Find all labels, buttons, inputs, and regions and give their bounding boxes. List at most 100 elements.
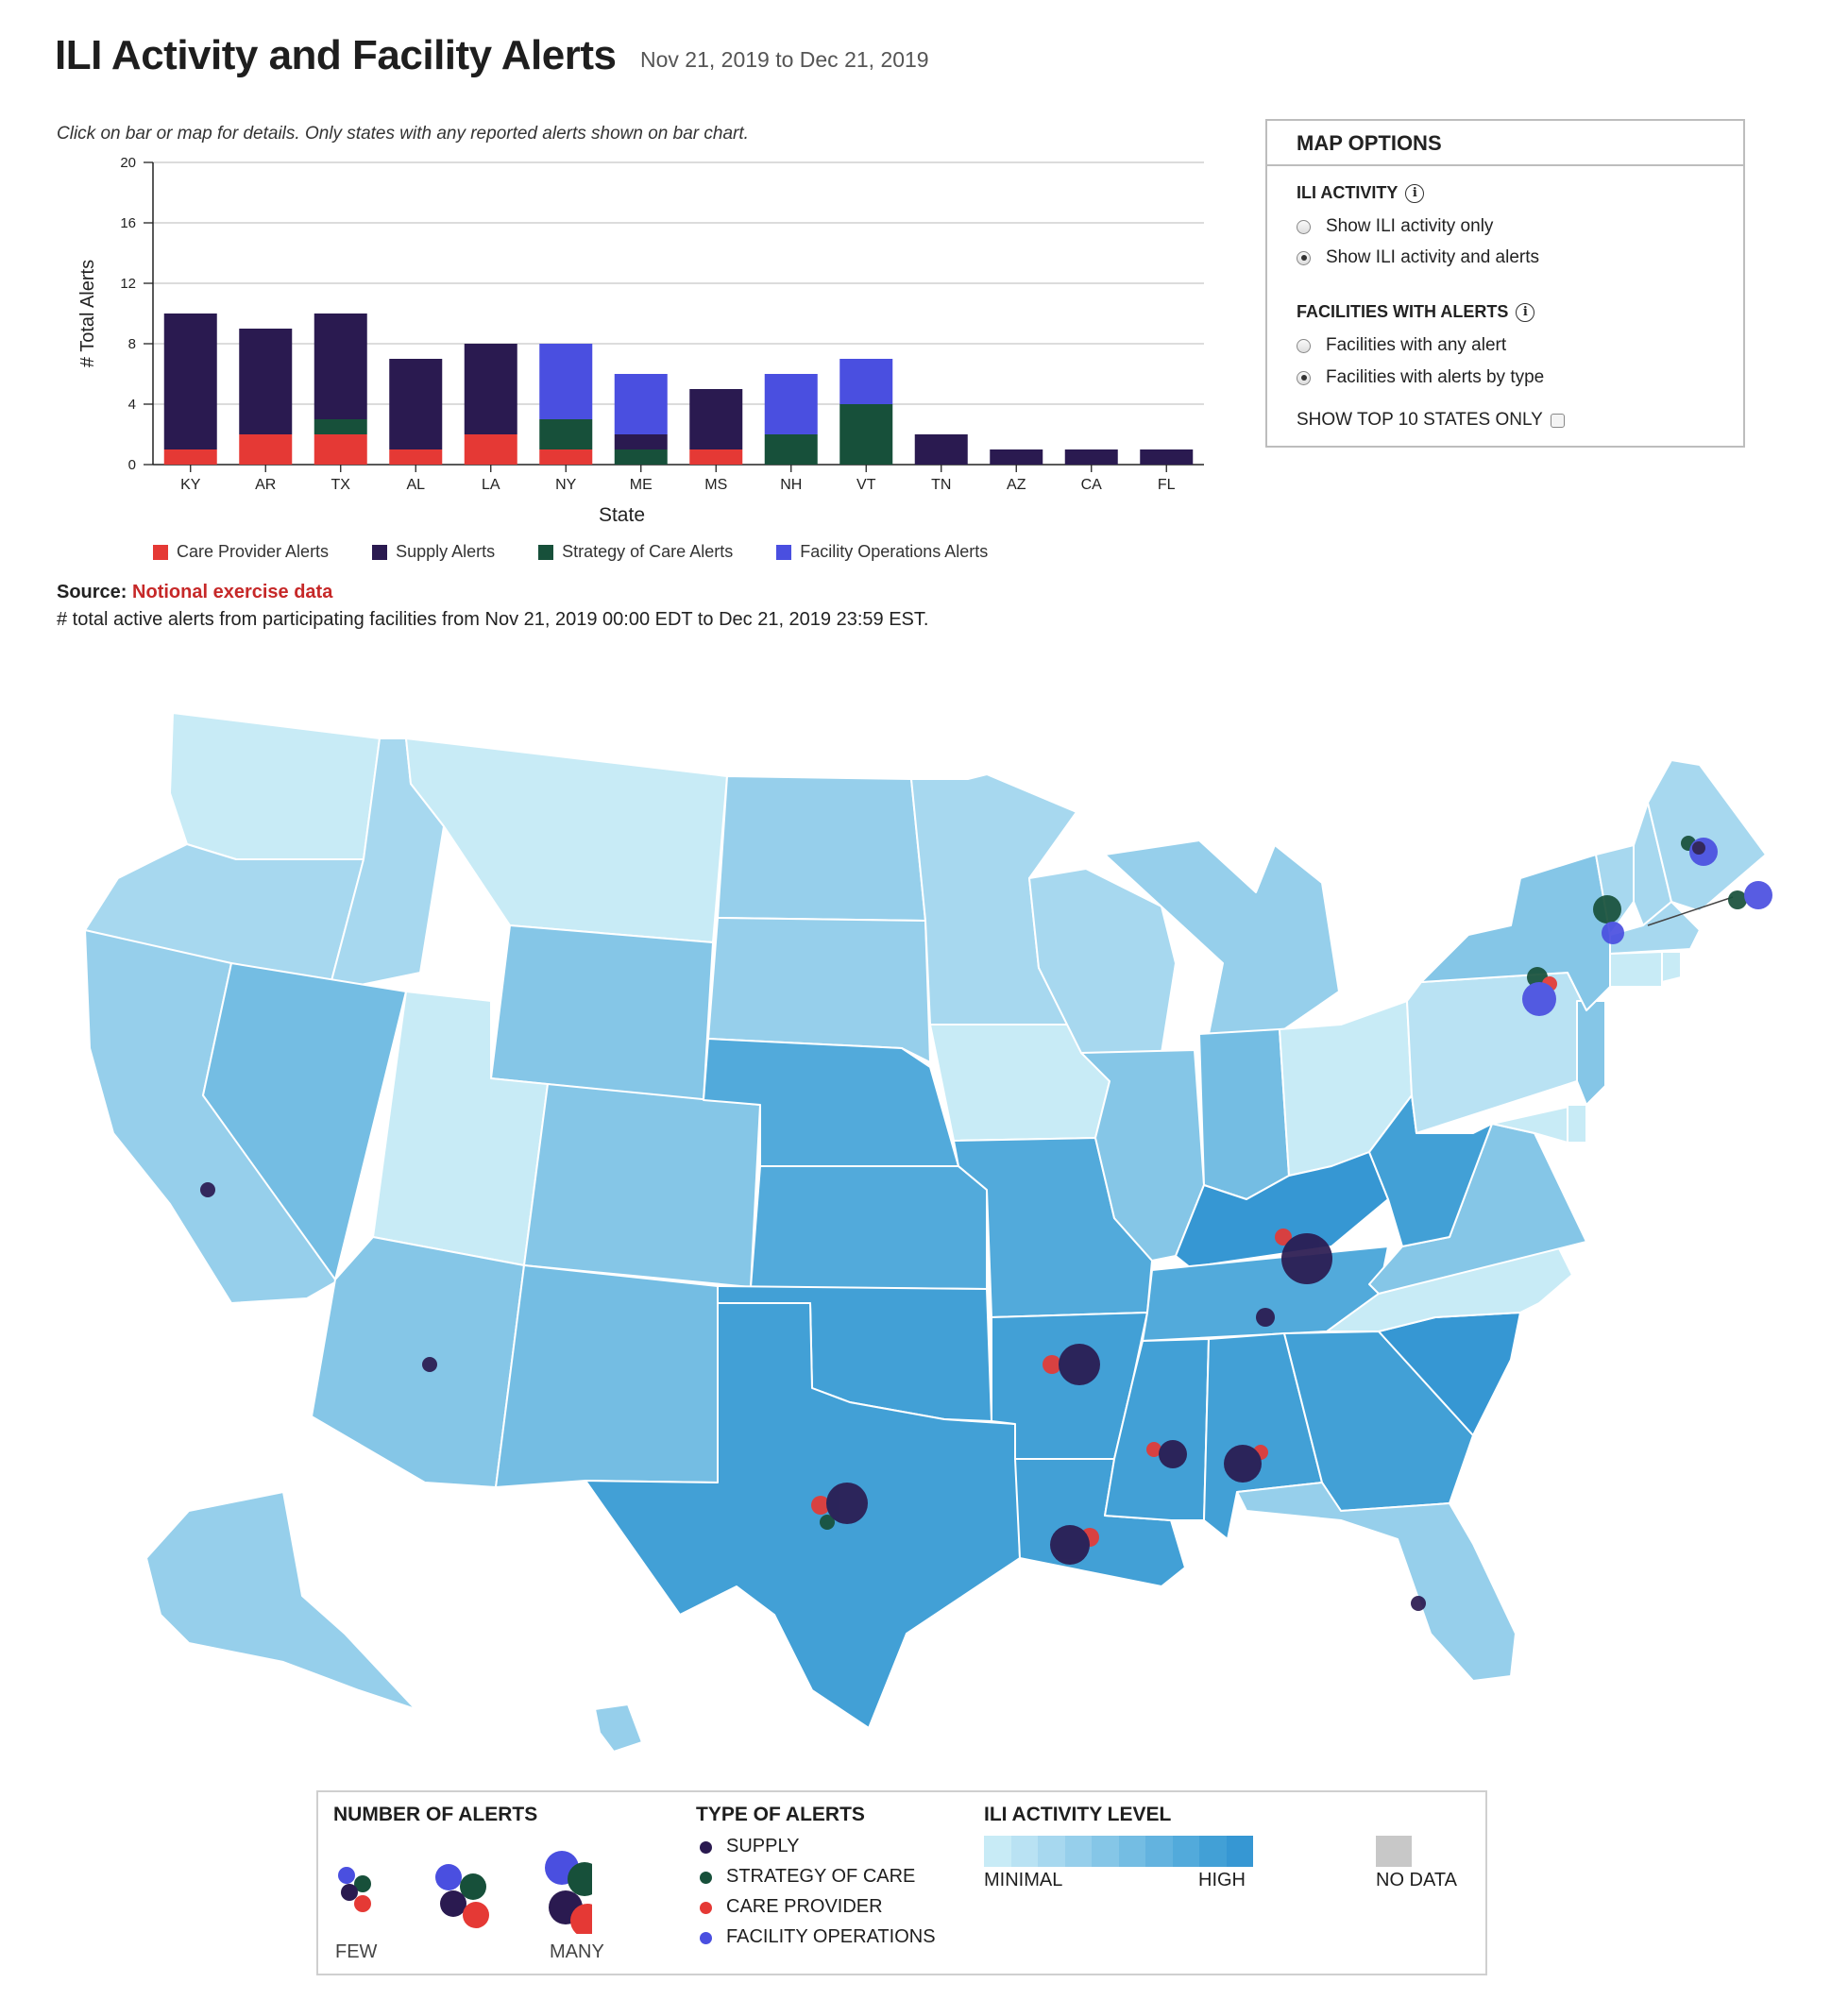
legend-facility-operations[interactable]: Facility Operations Alerts xyxy=(776,542,988,562)
state-ct xyxy=(1609,951,1663,988)
radio-ili-only[interactable]: Show ILI activity only xyxy=(1297,216,1493,237)
bar-segment-al-care-provider[interactable] xyxy=(389,449,443,465)
bar-segment-me-facility-ops[interactable] xyxy=(614,374,668,434)
legend-type-care-provider: CARE PROVIDER xyxy=(726,1896,883,1917)
state-nj xyxy=(1576,1000,1606,1106)
alerts-bar-chart[interactable]: 0 4 8 12 16 20 KY AR TX AL LA NY ME MS NH VT TN AZ CA FL Sta… xyxy=(57,142,1209,538)
legend-supply[interactable]: Supply Alerts xyxy=(372,542,495,562)
legend-label: Supply Alerts xyxy=(396,542,496,561)
x-tick-label: LA xyxy=(482,477,500,493)
legend-type-strategy: STRATEGY OF CARE xyxy=(726,1866,916,1887)
ili-scale-step xyxy=(1118,1836,1145,1867)
bar-segment-az-supply[interactable] xyxy=(990,449,1043,465)
bar-segment-ar-supply[interactable] xyxy=(239,329,293,434)
state-de xyxy=(1567,1104,1587,1144)
date-range: Nov 21, 2019 to Dec 21, 2019 xyxy=(640,47,929,72)
bubble-ky-supply xyxy=(1281,1233,1332,1284)
x-tick-label: MS xyxy=(704,477,727,493)
bubble-ar-supply xyxy=(1059,1344,1100,1385)
state-ri xyxy=(1661,951,1682,983)
supply-dot-icon xyxy=(700,1841,712,1854)
bar-segment-la-supply[interactable] xyxy=(464,344,517,434)
map-options-title: MAP OPTIONS xyxy=(1267,121,1743,166)
ili-color-scale xyxy=(984,1836,1253,1867)
bar-segment-fl-supply[interactable] xyxy=(1140,449,1194,465)
bar-segment-ca-supply[interactable] xyxy=(1064,449,1118,465)
bar-segment-nh-strategy[interactable] xyxy=(764,434,818,465)
ili-scale-step xyxy=(984,1836,1011,1867)
info-icon[interactable]: i xyxy=(1405,183,1425,203)
bar-segment-ky-supply[interactable] xyxy=(163,314,217,449)
bar-segment-me-strategy[interactable] xyxy=(614,449,668,465)
ili-scale-step xyxy=(1010,1836,1038,1867)
ili-activity-heading: ILI ACTIVITY i xyxy=(1297,183,1425,203)
bar-segment-nh-facility-ops[interactable] xyxy=(764,374,818,434)
bar-segment-ms-care-provider[interactable] xyxy=(689,449,743,465)
legend-number-heading: NUMBER OF ALERTS xyxy=(333,1804,538,1825)
state-ak xyxy=(145,1491,416,1710)
bar-segment-ky-care-provider[interactable] xyxy=(163,449,217,465)
x-tick-label: CA xyxy=(1081,477,1103,493)
bar-segment-ar-care-provider[interactable] xyxy=(239,434,293,465)
radio-label: Show ILI activity only xyxy=(1326,216,1494,236)
legend-swatch xyxy=(776,544,792,560)
bar-segment-vt-strategy[interactable] xyxy=(839,404,893,465)
radio-button[interactable] xyxy=(1297,338,1311,353)
map-options-panel: MAP OPTIONS ILI ACTIVITY i Show ILI acti… xyxy=(1265,119,1745,448)
x-tick-label: VT xyxy=(856,477,876,493)
top10-toggle[interactable]: SHOW TOP 10 STATES ONLY xyxy=(1297,410,1565,431)
legend-strategy-of-care[interactable]: Strategy of Care Alerts xyxy=(538,542,733,562)
x-tick-label: TN xyxy=(931,477,951,493)
bar-segment-tn-supply[interactable] xyxy=(914,434,968,465)
bubble-fl-supply xyxy=(1411,1596,1426,1611)
radio-ili-and-alerts[interactable]: Show ILI activity and alerts xyxy=(1297,247,1539,268)
legend-many-label: MANY xyxy=(550,1941,604,1962)
x-tick-label: AL xyxy=(406,477,425,493)
radio-alerts-by-type[interactable]: Facilities with alerts by type xyxy=(1297,367,1544,388)
us-ili-map[interactable] xyxy=(0,689,1848,1775)
legend-type-facility-ops: FACILITY OPERATIONS xyxy=(726,1926,936,1947)
legend-ili-heading: ILI ACTIVITY LEVEL xyxy=(984,1804,1172,1825)
ili-scale-step xyxy=(1038,1836,1065,1867)
x-tick-label: AZ xyxy=(1007,477,1026,493)
bubble-size-legend xyxy=(338,1851,592,1934)
legend-no-data-label: NO DATA xyxy=(1376,1870,1457,1890)
radio-button-selected[interactable] xyxy=(1297,250,1311,265)
x-tick-label: NY xyxy=(555,477,577,493)
radio-button-selected[interactable] xyxy=(1297,370,1311,385)
legend-care-provider[interactable]: Care Provider Alerts xyxy=(153,542,329,562)
facilities-heading: FACILITIES WITH ALERTS i xyxy=(1297,302,1535,322)
bubble-ny-facility xyxy=(1522,982,1556,1016)
radio-label: Facilities with alerts by type xyxy=(1326,367,1545,387)
radio-button[interactable] xyxy=(1297,219,1311,234)
state-mi xyxy=(1104,839,1340,1035)
state-wy xyxy=(490,924,714,1101)
bar-segment-tx-care-provider[interactable] xyxy=(314,434,367,465)
bar-segment-ny-strategy[interactable] xyxy=(539,419,593,449)
bubble-tx-strategy xyxy=(820,1515,835,1530)
x-tick-label: AR xyxy=(255,477,276,493)
state-co xyxy=(523,1083,761,1288)
info-icon[interactable]: i xyxy=(1516,302,1535,322)
bar-segment-ny-facility-ops[interactable] xyxy=(539,344,593,419)
bubble-tx-supply xyxy=(826,1483,868,1524)
state-nm xyxy=(495,1264,719,1488)
state-tx xyxy=(585,1302,1021,1729)
bar-segment-me-supply[interactable] xyxy=(614,434,668,449)
bar-segment-ms-supply[interactable] xyxy=(689,389,743,449)
state-mt xyxy=(405,737,728,943)
top10-checkbox[interactable] xyxy=(1550,413,1565,428)
y-tick-label: 0 xyxy=(128,457,136,473)
bar-segment-al-supply[interactable] xyxy=(389,359,443,449)
bar-segment-tx-supply[interactable] xyxy=(314,314,367,419)
legend-few-label: FEW xyxy=(335,1941,378,1962)
bar-segment-vt-facility-ops[interactable] xyxy=(839,359,893,404)
bar-segment-tx-strategy[interactable] xyxy=(314,419,367,434)
source-link[interactable]: Notional exercise data xyxy=(132,582,333,602)
radio-any-alert[interactable]: Facilities with any alert xyxy=(1297,335,1506,356)
page-title: ILI Activity and Facility Alerts xyxy=(55,32,617,78)
map-legend: NUMBER OF ALERTS FEW MANY TYPE OF ALERTS… xyxy=(316,1790,1487,1975)
ili-scale-step xyxy=(1226,1836,1253,1867)
bar-segment-ny-care-provider[interactable] xyxy=(539,449,593,465)
bar-segment-la-care-provider[interactable] xyxy=(464,434,517,465)
